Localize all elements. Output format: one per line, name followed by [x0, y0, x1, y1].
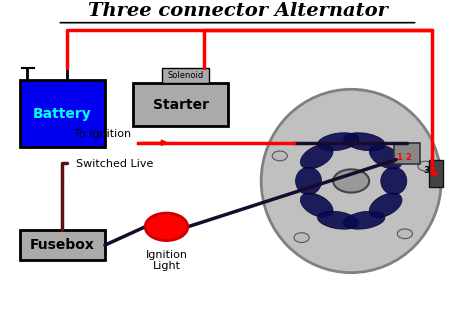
Bar [429, 160, 443, 187]
Text: Starter: Starter [152, 98, 209, 112]
Text: Battery: Battery [33, 107, 92, 121]
Circle shape [145, 213, 188, 241]
Text: 2: 2 [406, 153, 411, 162]
Ellipse shape [344, 211, 385, 229]
Ellipse shape [300, 144, 333, 169]
Ellipse shape [317, 211, 359, 229]
Bar [19, 80, 105, 147]
Ellipse shape [369, 144, 402, 169]
Circle shape [294, 233, 309, 242]
Bar [394, 143, 420, 164]
Ellipse shape [295, 167, 322, 195]
Text: Fusebox: Fusebox [30, 238, 95, 252]
Text: 3: 3 [424, 166, 430, 175]
Text: Ignition
Light: Ignition Light [145, 250, 188, 271]
Circle shape [333, 169, 369, 193]
Text: Switched Live: Switched Live [76, 159, 154, 169]
Bar [0, 0, 475, 28]
Ellipse shape [369, 193, 402, 217]
Bar [19, 230, 105, 260]
Bar [133, 83, 228, 126]
Bar [162, 68, 209, 83]
Circle shape [272, 151, 287, 161]
Circle shape [397, 229, 412, 239]
Ellipse shape [261, 89, 441, 272]
Text: 1: 1 [396, 153, 402, 162]
Ellipse shape [381, 167, 407, 195]
Text: To Ignition: To Ignition [74, 129, 131, 139]
Text: Solenoid: Solenoid [167, 71, 203, 80]
Text: Three connector Alternator: Three connector Alternator [87, 2, 388, 20]
Ellipse shape [344, 133, 385, 151]
Circle shape [418, 161, 433, 171]
Ellipse shape [317, 133, 359, 151]
Ellipse shape [300, 193, 333, 217]
